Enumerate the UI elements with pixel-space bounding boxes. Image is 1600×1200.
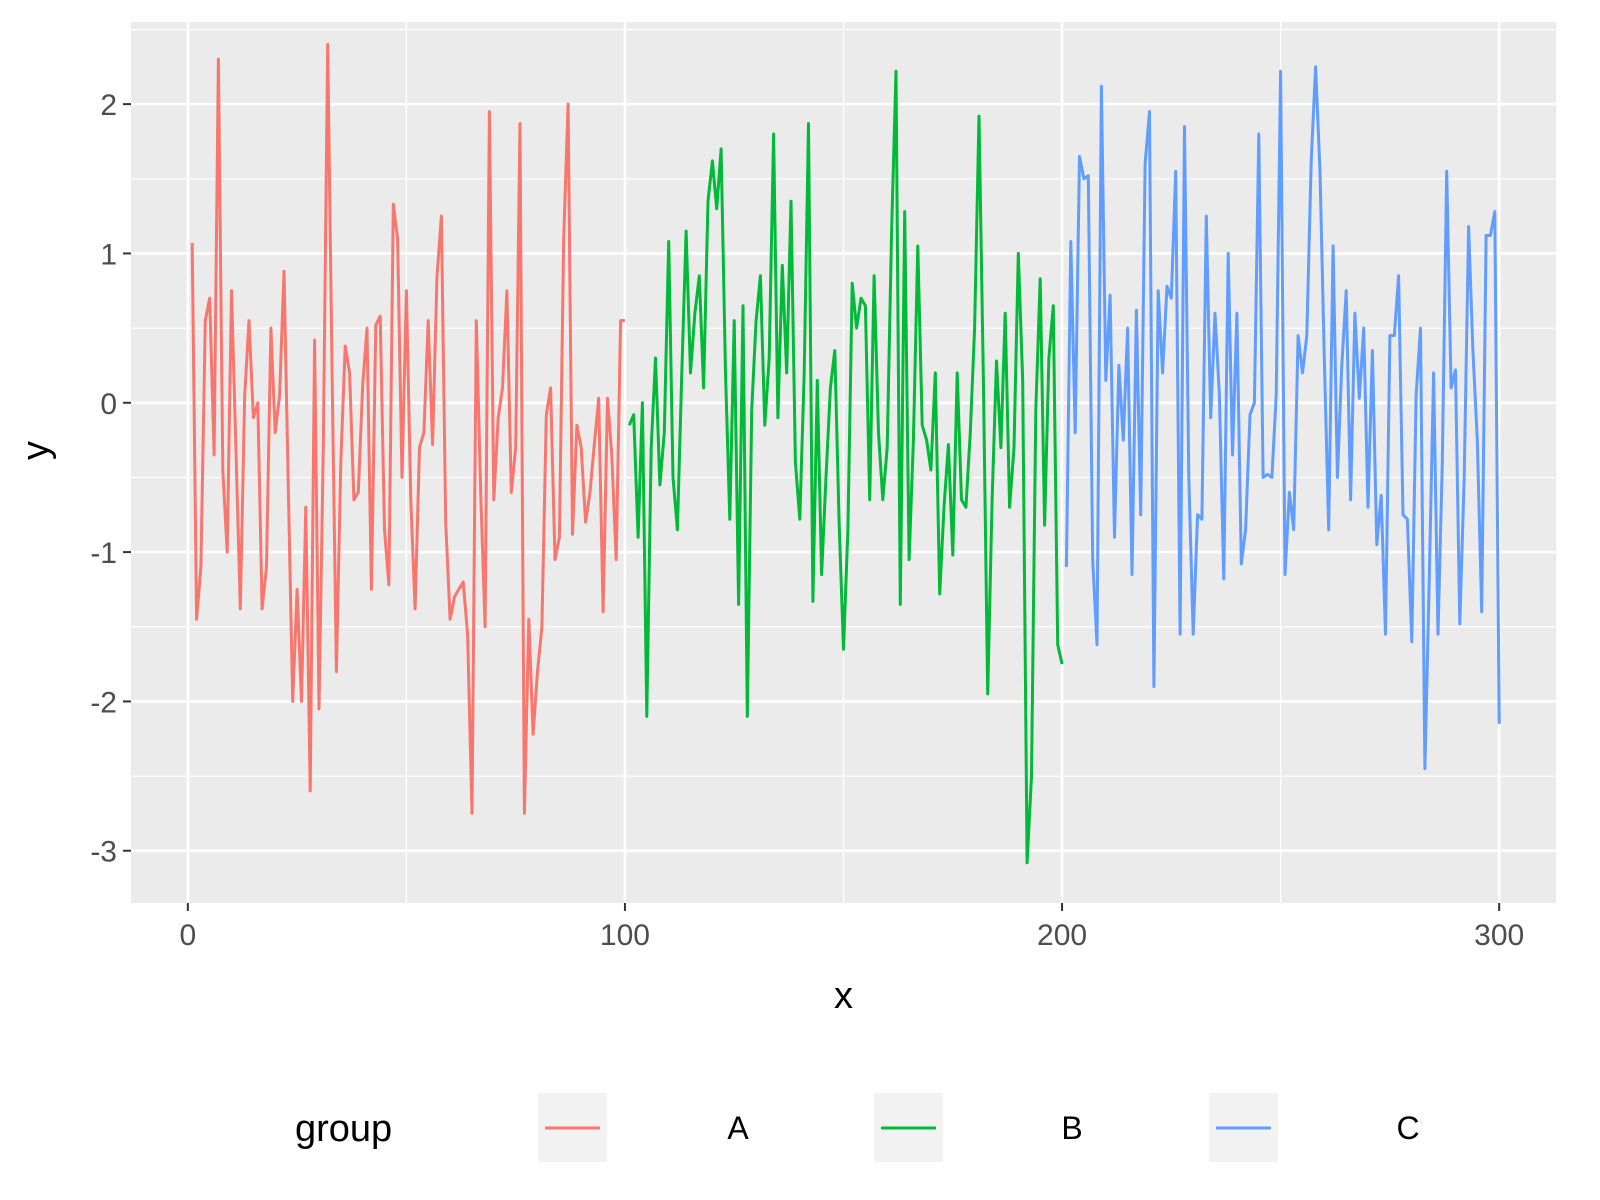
x-tick-label: 200 xyxy=(1037,919,1087,952)
x-tick-label: 0 xyxy=(179,919,196,952)
x-axis: 0 100 200 300 xyxy=(179,903,1524,952)
legend-label-C: C xyxy=(1396,1110,1419,1146)
x-tick-label: 100 xyxy=(600,919,650,952)
y-tick-label: -3 xyxy=(90,836,117,869)
y-tick-label: 0 xyxy=(100,388,117,421)
y-tick-label: 2 xyxy=(100,89,117,122)
y-tick-label: -1 xyxy=(90,537,117,570)
series-line-B xyxy=(627,69,1064,865)
y-axis: -3 -2 -1 0 1 2 xyxy=(90,89,131,869)
legend-label-B: B xyxy=(1061,1110,1082,1146)
y-tick-label: -2 xyxy=(90,686,117,719)
legend-title: group xyxy=(295,1108,392,1150)
legend: group A B C xyxy=(295,1093,1420,1162)
series-line-C xyxy=(1064,65,1501,771)
legend-label-A: A xyxy=(727,1110,749,1146)
major-gridlines xyxy=(131,22,1556,903)
x-tick-label: 300 xyxy=(1474,919,1524,952)
series-line-A xyxy=(190,42,625,815)
y-axis-title: y xyxy=(15,441,57,460)
series-lines xyxy=(190,42,1501,865)
y-tick-label: 1 xyxy=(100,238,117,271)
x-axis-title: x xyxy=(834,975,853,1017)
